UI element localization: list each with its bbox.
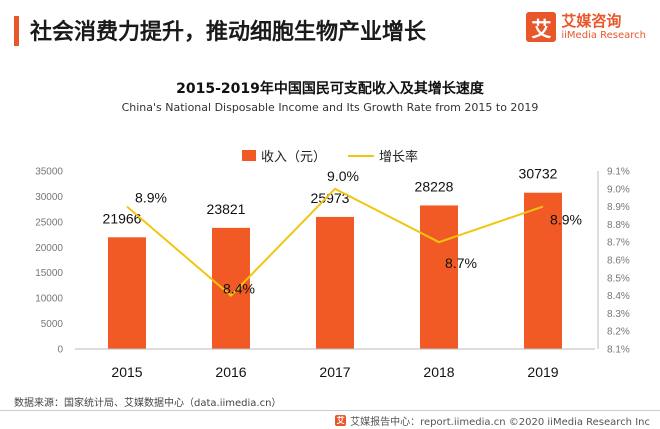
line-value-label: 8.9% — [550, 212, 582, 228]
y-left-tick-label: 10000 — [35, 294, 63, 305]
y-left-tick-label: 20000 — [35, 243, 63, 254]
y-right-tick-label: 8.9% — [607, 202, 630, 213]
line-value-label: 8.4% — [223, 281, 255, 297]
y-left-tick-label: 15000 — [35, 268, 63, 279]
bar-value-label: 21966 — [103, 210, 142, 226]
y-right-tick-label: 8.7% — [607, 238, 630, 249]
y-left-tick-label: 5000 — [41, 319, 64, 330]
bar-value-label: 25973 — [311, 190, 350, 206]
y-left-tick-label: 35000 — [35, 167, 63, 178]
logo-name-cn: 艾媒咨询 — [561, 11, 622, 30]
y-left-tick-label: 30000 — [35, 192, 63, 203]
bar — [212, 227, 250, 349]
logo-name-en: iiMedia Research — [561, 29, 646, 41]
footer-credit: 艾 艾媒报告中心：report.iimedia.cn ©2020 iiMedia… — [335, 413, 650, 428]
y-left-axis: 0 5000 10000 15000 20000 25000 30000 35000 — [35, 167, 63, 356]
y-left-tick-label: 25000 — [35, 217, 63, 228]
line-value-label: 8.9% — [135, 190, 167, 206]
brand-logo: 艾 艾媒咨询 iiMedia Research — [526, 12, 646, 42]
y-right-tick-label: 8.5% — [607, 273, 630, 284]
chart-subtitle: China's National Disposable Income and I… — [121, 101, 539, 114]
y-right-tick-label: 9.1% — [607, 167, 630, 178]
footer-logo-icon: 艾 — [335, 415, 347, 426]
bar-value-label: 23821 — [207, 201, 246, 217]
bar-value-label: 30732 — [519, 166, 558, 182]
bar — [108, 237, 146, 349]
y-right-tick-label: 8.4% — [607, 291, 630, 302]
bar — [524, 192, 562, 349]
logo-text: 艾媒咨询 iiMedia Research — [561, 11, 646, 42]
legend-line-label: 增长率 — [379, 150, 419, 165]
x-tick-label: 2019 — [527, 364, 558, 380]
data-source-note: 数据来源：国家统计局、艾媒数据中心（data.iimedia.cn） — [14, 398, 282, 409]
line-value-label: 8.7% — [445, 255, 477, 271]
page-title: 社会消费力提升，推动细胞生物产业增长 — [30, 20, 427, 45]
y-right-axis: 8.1% 8.2% 8.3% 8.4% 8.5% 8.6% 8.7% 8.8% 8.9% 9.0%… — [597, 167, 630, 356]
y-right-tick-label: 8.1% — [607, 345, 630, 356]
bar-value-label: 28228 — [415, 178, 454, 194]
x-axis: 2015 2016 2017 2018 2019 — [75, 348, 595, 380]
legend-line-swatch — [348, 154, 375, 157]
legend-bar-label: 收入（元） — [261, 150, 327, 165]
line-value-label: 9.0% — [327, 168, 359, 184]
legend-bar-swatch — [242, 150, 256, 161]
chart-title: 2015-2019年中国国民可支配收入及其增长速度 — [176, 81, 484, 97]
footer-divider — [0, 410, 660, 411]
x-tick-label: 2015 — [111, 364, 142, 380]
x-tick-label: 2017 — [319, 364, 350, 380]
y-right-tick-label: 8.6% — [607, 256, 630, 267]
logo-icon: 艾 — [526, 12, 557, 42]
header-accent-bar — [14, 16, 19, 46]
growth-rate-line — [126, 187, 544, 297]
x-tick-label: 2018 — [423, 364, 454, 380]
bar — [316, 216, 354, 349]
y-right-tick-label: 8.3% — [607, 309, 630, 320]
y-right-tick-label: 8.8% — [607, 220, 630, 231]
chart-legend: 收入（元） 增长率 — [242, 146, 418, 165]
bar — [420, 205, 458, 349]
x-tick-label: 2016 — [215, 364, 246, 380]
footer-credit-text: 艾媒报告中心：report.iimedia.cn ©2020 iiMedia R… — [350, 417, 650, 428]
bar-series: 21966 23821 25973 28228 30732 — [103, 166, 562, 349]
line-series: 8.9% 8.4% 9.0% 8.7% 8.9% — [126, 168, 582, 297]
y-left-tick-label: 0 — [57, 345, 63, 356]
y-right-tick-label: 9.0% — [607, 184, 630, 195]
y-right-tick-label: 8.2% — [607, 327, 630, 338]
